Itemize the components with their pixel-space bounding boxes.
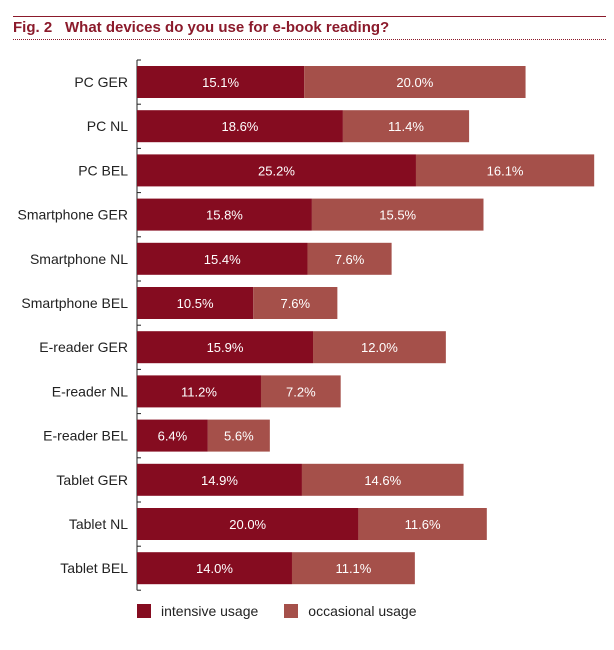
category-label: E-reader BEL [43, 428, 128, 444]
data-label: 15.5% [379, 208, 416, 223]
legend-swatch-occasional [284, 604, 299, 618]
category-label: E-reader NL [52, 383, 128, 399]
bar-segment-intensive [137, 198, 312, 231]
legend-label-intensive: intensive usage [161, 603, 259, 619]
category-label: PC BEL [78, 162, 128, 178]
bar-segment-occasional [307, 242, 392, 275]
data-label: 16.1% [487, 163, 524, 178]
bar-segment-intensive [137, 287, 254, 319]
bar-segment-occasional [253, 287, 338, 319]
figure-label: Fig. 2 [13, 19, 53, 36]
data-label: 25.2% [258, 163, 295, 178]
legend-item-intensive: intensive usage [137, 603, 258, 619]
data-label: 15.9% [207, 340, 244, 355]
bar-segment-intensive [137, 375, 261, 408]
legend: intensive usage occasional usage [137, 603, 442, 619]
data-label: 15.1% [202, 75, 239, 90]
data-label: 15.8% [206, 208, 243, 223]
data-label: 7.6% [280, 296, 310, 311]
bar-segment-intensive [137, 508, 359, 540]
data-label: 10.5% [177, 296, 214, 311]
category-label: Tablet NL [69, 516, 128, 532]
data-label: 7.2% [286, 384, 316, 399]
chart-title-text: What devices do you use for e-book readi… [65, 19, 390, 36]
bar-segment-occasional [260, 375, 341, 408]
bar-segment-intensive [137, 110, 343, 143]
bar-segment-occasional [301, 463, 464, 496]
chart-title: Fig. 2 What devices do you use for e-book… [13, 19, 389, 36]
data-label: 14.0% [196, 561, 233, 576]
data-label: 11.1% [335, 561, 371, 576]
category-label: Tablet GER [56, 472, 128, 488]
bar-segment-occasional [415, 154, 595, 187]
title-dotted-rule [13, 39, 606, 40]
data-label: 11.4% [388, 119, 424, 134]
bar-segment-intensive [137, 552, 292, 585]
data-label: 5.6% [224, 429, 254, 444]
bar-segment-intensive [137, 242, 308, 275]
title-top-rule [13, 16, 606, 17]
data-label: 18.6% [222, 119, 259, 134]
data-label: 14.6% [364, 473, 401, 488]
legend-item-occasional: occasional usage [284, 603, 416, 619]
bar-segment-intensive [137, 154, 416, 187]
data-label: 7.6% [335, 252, 365, 267]
data-label: 12.0% [361, 340, 398, 355]
data-label: 14.9% [201, 473, 238, 488]
bar-segment-occasional [358, 508, 487, 540]
category-label: Smartphone GER [18, 207, 129, 223]
category-label: PC GER [74, 74, 128, 90]
data-label: 11.6% [405, 517, 441, 532]
category-label: E-reader GER [39, 339, 128, 355]
data-label: 15.4% [204, 252, 241, 267]
category-label: PC NL [87, 118, 128, 134]
category-label: Smartphone NL [30, 251, 128, 267]
legend-label-occasional: occasional usage [308, 603, 417, 619]
bar-segment-occasional [291, 552, 415, 585]
data-label: 6.4% [158, 429, 188, 444]
bar-segment-intensive [137, 463, 302, 496]
category-label: Smartphone BEL [21, 295, 128, 311]
bar-segment-intensive [137, 419, 208, 452]
data-label: 20.0% [229, 517, 266, 532]
bar-segment-occasional [313, 331, 446, 364]
legend-swatch-intensive [137, 604, 151, 618]
bar-segment-intensive [137, 331, 314, 364]
bar-segment-occasional [304, 66, 526, 98]
data-label: 11.2% [181, 384, 217, 399]
bar-segment-occasional [311, 198, 484, 231]
bar-segment-occasional [207, 419, 270, 452]
bar-segment-occasional [342, 110, 470, 143]
bar-segment-intensive [137, 66, 305, 98]
category-label: Tablet BEL [60, 560, 128, 576]
data-label: 20.0% [396, 75, 433, 90]
